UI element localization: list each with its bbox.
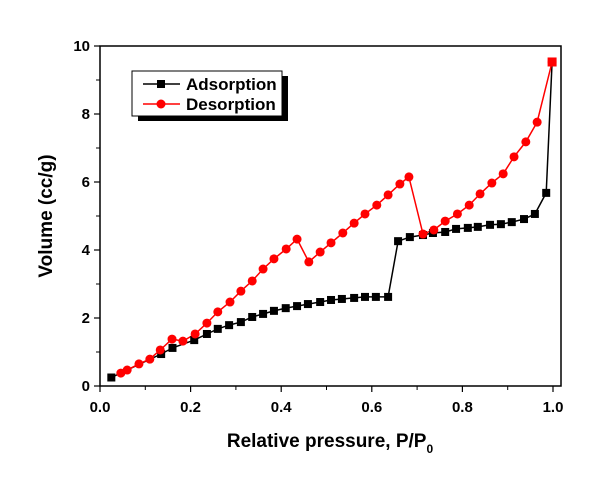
desorption-point [326,238,336,248]
x-tick-label: 0.4 [271,399,293,416]
desorption-point [155,345,165,355]
adsorption-point [202,329,211,338]
desorption-point [509,152,519,162]
y-tick-label: 0 [82,378,90,395]
desorption-point [349,218,359,228]
desorption-point [236,286,246,296]
series-layer [107,57,557,382]
adsorption-point [213,324,222,333]
x-tick-label: 0.6 [361,399,382,416]
y-tick-label: 8 [82,106,90,123]
x-axis-title: Relative pressure, P/P0 [227,431,434,456]
endpoint-marker [547,57,557,67]
x-tick-label: 0.2 [180,399,201,416]
legend-item-desorption: Desorption [143,95,276,114]
desorption-point [116,368,126,378]
desorption-point [372,200,382,210]
adsorption-point [281,304,290,313]
legend-label-adsorption: Adsorption [186,75,277,94]
desorption-point [498,169,508,179]
adsorption-point [486,220,495,229]
y-tick-label: 2 [82,310,90,327]
adsorption-point [530,209,539,218]
legend-marker-circle-icon [156,99,166,109]
adsorption-point [168,343,177,352]
desorption-point [395,179,405,189]
desorption-point [202,318,212,328]
desorption-point [167,334,177,344]
x-tick-label: 0.8 [452,399,473,416]
x-tick-label: 0.0 [90,399,111,416]
adsorption-point [337,294,346,303]
adsorption-point [463,223,472,232]
y-tick-label: 10 [73,38,90,55]
adsorption-point [225,321,234,330]
desorption-point [213,307,223,317]
x-tick-label: 1.0 [543,399,564,416]
desorption-point [487,178,497,188]
desorption-point [521,137,531,147]
desorption-point [338,228,348,238]
desorption-point [281,244,291,254]
desorption-point [475,189,485,199]
adsorption-point [107,373,116,382]
adsorption-point [452,224,461,233]
y-axis-title: Volume (cc/g) [36,154,57,277]
desorption-point [304,257,314,267]
adsorption-point [361,292,370,301]
desorption-point [258,264,268,274]
adsorption-point [269,306,278,315]
adsorption-point [520,215,529,224]
desorption-point [404,172,414,182]
desorption-point [225,297,235,307]
x-axis-title-subscript: 0 [426,442,433,456]
x-axis: 0.0 0.2 0.4 0.6 0.8 1.0 [90,386,564,416]
legend-marker-square-icon [157,80,165,88]
adsorption-point [371,292,380,301]
desorption-point [178,336,188,346]
desorption-point [383,190,393,200]
desorption-point [269,254,279,264]
adsorption-point [259,309,268,318]
adsorption-point [542,188,551,197]
desorption-point [292,234,302,244]
desorption-point [315,247,325,257]
desorption-point [440,216,450,226]
adsorption-point [303,300,312,309]
y-tick-label: 4 [82,242,91,259]
y-axis: 0 2 4 6 8 10 [73,38,100,395]
adsorption-point [507,218,516,227]
legend-box [131,70,283,117]
desorption-point [429,225,439,235]
adsorption-point [327,295,336,304]
adsorption-point [190,336,199,345]
adsorption-point [350,293,359,302]
desorption-point [145,354,155,364]
desorption-point [532,117,542,127]
desorption-point [418,229,428,239]
adsorption-point [248,312,257,321]
adsorption-point [316,298,325,307]
legend-label-desorption: Desorption [186,95,276,114]
adsorption-point [405,233,414,242]
desorption-point [452,209,462,219]
adsorption-point [441,227,450,236]
desorption-point [360,209,370,219]
desorption-point [134,359,144,369]
adsorption-point [496,220,505,229]
adsorption-point [236,318,245,327]
legend: Adsorption Desorption [131,70,288,121]
desorption-point [190,329,200,339]
adsorption-point [293,302,302,311]
adsorption-point [394,237,403,246]
y-tick-label: 6 [82,174,90,191]
adsorption-point [473,222,482,231]
desorption-point [247,276,257,286]
adsorption-point [384,292,393,301]
legend-item-adsorption: Adsorption [143,75,277,94]
desorption-point [464,200,474,210]
